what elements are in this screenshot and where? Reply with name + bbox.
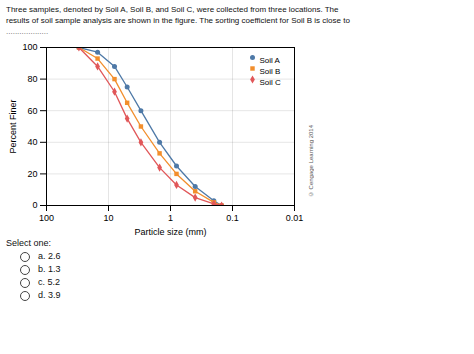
svg-text:10: 10 [103,213,113,223]
html-text:Three samples, denoted by Soil: Three samples, denoted by Soil A, Soil B… [6,5,339,14]
svg-text:100: 100 [39,213,54,223]
svg-text:40: 40 [27,137,37,147]
svg-text:Soil B: Soil B [260,67,281,76]
svg-text:Percent Finer: Percent Finer [8,99,18,153]
svg-text:0: 0 [32,200,37,210]
html-text:Select one:: Select one: [6,238,51,248]
svg-text:Particle size (mm): Particle size (mm) [134,227,206,237]
svg-text:100: 100 [22,42,37,52]
svg-text:0.01: 0.01 [286,213,304,223]
svg-text:80: 80 [27,74,37,84]
html-text:b. 1.3: b. 1.3 [38,264,61,274]
html-text:c. 5.2: c. 5.2 [38,277,60,287]
svg-text:60: 60 [27,106,37,116]
html-text:© Cengage Learning 2014: © Cengage Learning 2014 [308,124,314,197]
html-text:results of soil sample analysi: results of soil sample analysis are show… [6,16,350,25]
svg-text:1: 1 [168,213,173,223]
svg-text:20: 20 [27,169,37,179]
html-text:d. 3.9: d. 3.9 [38,290,61,300]
svg-text:Soil C: Soil C [260,78,282,87]
html-text:a. 2.6: a. 2.6 [38,251,61,261]
svg-text:0.1: 0.1 [226,213,239,223]
svg-text:Soil A: Soil A [260,56,281,65]
